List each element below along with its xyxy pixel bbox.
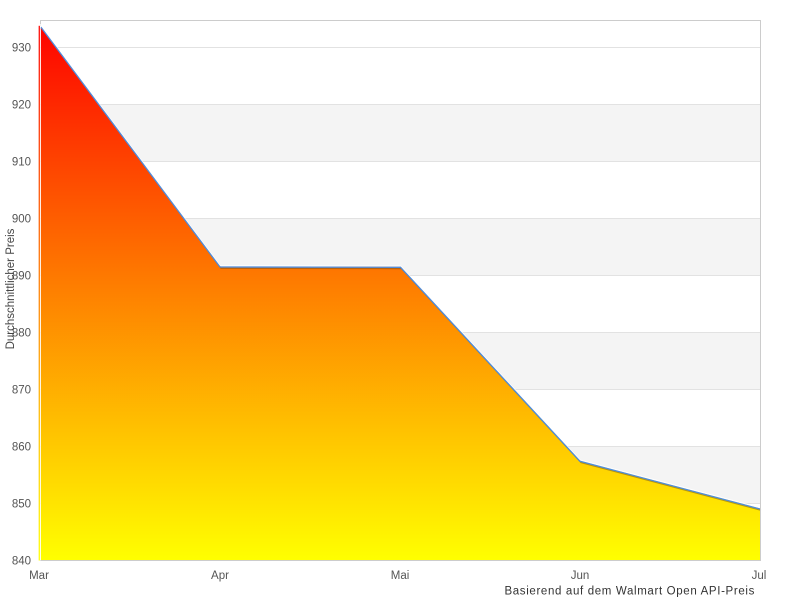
svg-text:840: 840 (12, 556, 31, 568)
svg-text:Apr: Apr (211, 570, 229, 582)
svg-text:920: 920 (12, 100, 31, 112)
svg-text:880: 880 (12, 328, 31, 340)
svg-text:Jul: Jul (752, 570, 767, 582)
svg-text:900: 900 (12, 214, 31, 226)
svg-text:Mar: Mar (29, 570, 49, 582)
svg-text:860: 860 (12, 442, 31, 454)
svg-text:930: 930 (12, 43, 31, 55)
svg-text:Jun: Jun (571, 570, 590, 582)
svg-text:850: 850 (12, 499, 31, 511)
svg-text:Basierend auf dem Walmart Open: Basierend auf dem Walmart Open API-Preis (504, 586, 755, 598)
svg-text:870: 870 (12, 385, 31, 397)
svg-text:Mai: Mai (391, 570, 410, 582)
svg-text:Durchschnittlicher Preis: Durchschnittlicher Preis (5, 228, 17, 349)
svg-text:910: 910 (12, 157, 31, 169)
svg-text:890: 890 (12, 271, 31, 283)
